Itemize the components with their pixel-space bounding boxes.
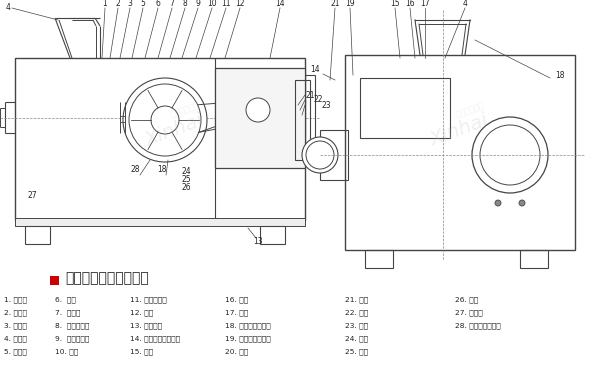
- Text: 16: 16: [405, 0, 415, 8]
- Text: 16. 顶盖: 16. 顶盖: [225, 297, 248, 303]
- Text: 22: 22: [313, 96, 323, 105]
- Text: 6: 6: [156, 0, 161, 8]
- Text: 24. 垫圈: 24. 垫圈: [345, 336, 368, 342]
- Bar: [365, 250, 393, 268]
- Circle shape: [472, 117, 548, 193]
- Bar: [520, 250, 548, 268]
- Text: 24: 24: [181, 168, 191, 177]
- Text: 15: 15: [390, 0, 400, 8]
- Bar: [320, 130, 348, 180]
- Circle shape: [129, 84, 201, 156]
- Text: 17: 17: [420, 0, 430, 8]
- Text: 9.  三角皮带轮: 9. 三角皮带轮: [55, 336, 89, 342]
- Bar: [360, 78, 450, 138]
- Text: 2. 输送管: 2. 输送管: [4, 310, 27, 316]
- Text: 11. 三角皮带轮: 11. 三角皮带轮: [130, 297, 167, 303]
- Bar: [215, 68, 305, 168]
- Text: 19: 19: [345, 0, 355, 8]
- Text: 21: 21: [305, 91, 315, 100]
- Text: 11: 11: [221, 0, 231, 8]
- Circle shape: [302, 137, 338, 173]
- Text: 28. 十字槽盘头螺钉: 28. 十字槽盘头螺钉: [455, 323, 501, 329]
- Bar: [295, 80, 310, 160]
- Bar: [15, 58, 305, 220]
- Text: 25: 25: [181, 175, 191, 185]
- Text: 17. 标牌: 17. 标牌: [225, 310, 248, 316]
- Text: 8.  涡轮减速机: 8. 涡轮减速机: [55, 323, 89, 329]
- Text: 28: 28: [130, 166, 140, 174]
- Text: 26: 26: [181, 183, 191, 193]
- Bar: [15, 218, 305, 226]
- Circle shape: [123, 78, 207, 162]
- Text: 23: 23: [321, 100, 331, 110]
- Circle shape: [246, 98, 270, 122]
- Text: 19. 十字槽盘头螺钉: 19. 十字槽盘头螺钉: [225, 336, 271, 342]
- Circle shape: [254, 102, 270, 118]
- Text: 矿业技术装备: 矿业技术装备: [454, 101, 485, 119]
- Circle shape: [480, 125, 540, 185]
- Text: 4. 调正环: 4. 调正环: [4, 336, 27, 342]
- Text: 1: 1: [102, 0, 107, 8]
- Text: 27. 固定板: 27. 固定板: [455, 310, 483, 316]
- Text: 26. 螺栓: 26. 螺栓: [455, 297, 478, 303]
- Bar: [25, 226, 50, 244]
- Text: 14. 电磁异步调速电机: 14. 电磁异步调速电机: [130, 336, 180, 342]
- Text: 3: 3: [127, 0, 133, 8]
- Text: 6.  螺旋: 6. 螺旋: [55, 297, 76, 303]
- Text: 8: 8: [182, 0, 187, 8]
- Bar: [50, 276, 59, 285]
- Circle shape: [519, 200, 525, 206]
- Text: 10. 平键: 10. 平键: [55, 349, 78, 355]
- Text: 25. 螺母: 25. 螺母: [345, 349, 368, 355]
- Text: 15. 外壳: 15. 外壳: [130, 349, 153, 355]
- Text: 12: 12: [235, 0, 245, 8]
- Circle shape: [232, 80, 292, 140]
- Text: Xinhai: Xinhai: [143, 111, 207, 149]
- Text: 3. 钢骨架: 3. 钢骨架: [4, 323, 27, 329]
- Circle shape: [238, 86, 286, 134]
- Text: 1. 储料斗: 1. 储料斗: [4, 297, 27, 303]
- Circle shape: [495, 200, 501, 206]
- Text: 9: 9: [196, 0, 201, 8]
- Text: 5: 5: [141, 0, 145, 8]
- Text: 13: 13: [253, 238, 263, 246]
- Text: 27: 27: [27, 191, 37, 199]
- Text: 2: 2: [116, 0, 121, 8]
- Text: 10: 10: [207, 0, 217, 8]
- Text: Xinhai: Xinhai: [428, 111, 492, 149]
- Text: 18: 18: [555, 70, 565, 80]
- Text: 21: 21: [330, 0, 340, 8]
- Text: 14: 14: [275, 0, 285, 8]
- Text: 7: 7: [170, 0, 175, 8]
- Circle shape: [151, 106, 179, 134]
- Text: 矿业技术装备: 矿业技术装备: [169, 101, 201, 119]
- Text: 螺旋锌粉给料机结构图: 螺旋锌粉给料机结构图: [65, 271, 148, 285]
- Text: 7.  联轴器: 7. 联轴器: [55, 310, 81, 316]
- Text: 18. 十字槽盘头螺钉: 18. 十字槽盘头螺钉: [225, 323, 271, 329]
- Text: 14: 14: [310, 66, 320, 75]
- Text: 23. 螺栓: 23. 螺栓: [345, 323, 368, 329]
- Text: 12. 平键: 12. 平键: [130, 310, 153, 316]
- Text: 22. 螺母: 22. 螺母: [345, 310, 368, 316]
- Text: 20. 垫圈: 20. 垫圈: [225, 349, 248, 355]
- Text: 4: 4: [5, 3, 10, 13]
- Bar: [260, 226, 285, 244]
- Text: 5. 调正板: 5. 调正板: [4, 349, 27, 355]
- Text: 4: 4: [462, 0, 467, 8]
- Circle shape: [306, 141, 334, 169]
- Bar: [345, 55, 575, 250]
- Text: 18: 18: [157, 166, 167, 174]
- Text: 13. 三角皮带: 13. 三角皮带: [130, 323, 162, 329]
- Text: 21. 垫圈: 21. 垫圈: [345, 297, 368, 303]
